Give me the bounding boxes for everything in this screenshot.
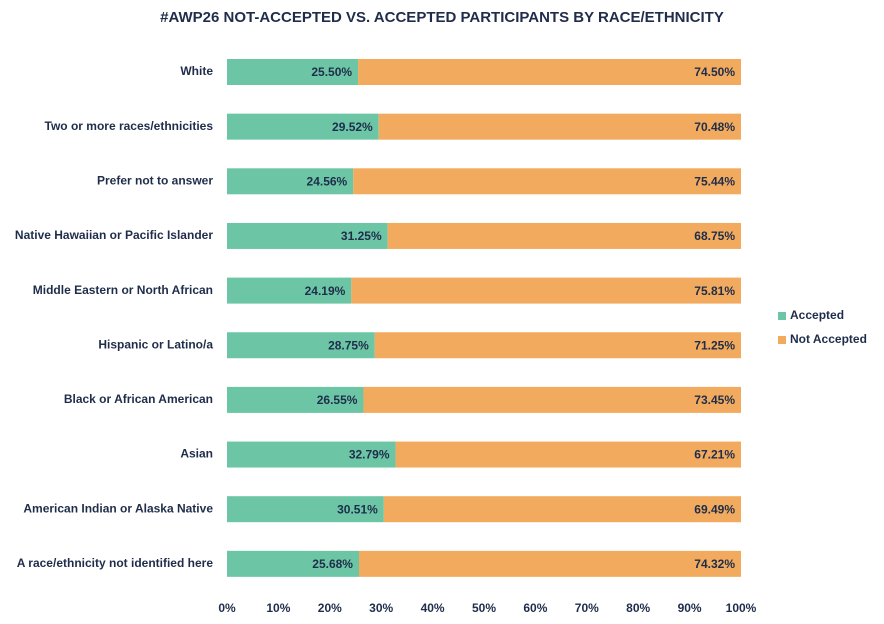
data-label: 67.21%: [694, 448, 735, 462]
y-tick-label: Asian: [180, 447, 213, 461]
x-tick-label: 70%: [575, 601, 599, 615]
bar-segment: [351, 277, 741, 304]
x-tick-label: 20%: [318, 601, 342, 615]
bar-segment: [227, 168, 354, 195]
bar-segment: [227, 222, 388, 249]
bar-segment: [378, 113, 741, 140]
y-tick-label: White: [180, 64, 213, 78]
chart-title: #AWP26 NOT-ACCEPTED VS. ACCEPTED PARTICI…: [160, 9, 724, 26]
data-label: 24.56%: [307, 174, 348, 188]
bar-segment: [358, 59, 741, 85]
data-label: 29.52%: [332, 120, 373, 134]
x-tick-label: 50%: [472, 601, 496, 615]
data-label: 32.79%: [349, 448, 390, 462]
y-tick-label: Two or more races/ethnicities: [45, 119, 214, 133]
x-tick-label: 100%: [726, 601, 757, 615]
data-label: 68.75%: [694, 229, 735, 243]
x-tick-label: 10%: [266, 601, 290, 615]
data-label: 73.45%: [694, 393, 735, 407]
bar-segment: [227, 113, 379, 140]
bar-segment: [227, 550, 359, 577]
bar-segment: [383, 496, 741, 523]
bar-segment: [387, 222, 741, 249]
y-tick-label: Prefer not to answer: [97, 173, 213, 187]
data-label: 70.48%: [694, 120, 735, 134]
bar-segment: [358, 550, 741, 577]
data-label: 28.75%: [328, 338, 369, 352]
data-label: 69.49%: [694, 502, 735, 516]
data-label: 31.25%: [341, 229, 382, 243]
x-tick-label: 60%: [523, 601, 547, 615]
legend-label: Not Accepted: [790, 332, 867, 346]
bar-segment: [395, 441, 741, 468]
legend-swatch: [778, 336, 786, 344]
bar-segment: [227, 386, 364, 413]
bar-segment: [227, 441, 396, 468]
bar-segment: [227, 277, 352, 304]
bar-segment: [374, 332, 741, 359]
bar-segment: [353, 168, 741, 195]
data-label: 74.50%: [694, 65, 735, 79]
legend-swatch: [778, 312, 786, 320]
legend-label: Accepted: [790, 308, 844, 322]
y-tick-label: Middle Eastern or North African: [33, 283, 213, 297]
data-label: 30.51%: [337, 502, 378, 516]
bar-segment: [363, 386, 741, 413]
y-tick-label: Native Hawaiian or Pacific Islander: [15, 228, 213, 242]
data-label: 74.32%: [694, 557, 735, 571]
y-tick-label: A race/ethnicity not identified here: [17, 556, 214, 570]
bar-segment: [227, 59, 359, 85]
data-label: 71.25%: [694, 338, 735, 352]
x-tick-label: 90%: [678, 601, 702, 615]
data-label: 25.50%: [311, 65, 352, 79]
y-tick-label: American Indian or Alaska Native: [23, 501, 213, 515]
data-label: 75.44%: [694, 174, 735, 188]
data-label: 26.55%: [317, 393, 358, 407]
bar-segment: [227, 496, 384, 523]
y-tick-label: Hispanic or Latino/a: [98, 337, 213, 351]
x-tick-label: 30%: [369, 601, 393, 615]
x-tick-label: 80%: [626, 601, 650, 615]
x-tick-label: 40%: [421, 601, 445, 615]
data-label: 24.19%: [305, 284, 346, 298]
x-tick-label: 0%: [218, 601, 236, 615]
data-label: 75.81%: [694, 284, 735, 298]
y-tick-label: Black or African American: [64, 392, 213, 406]
data-label: 25.68%: [312, 557, 353, 571]
bar-segment: [227, 332, 375, 359]
